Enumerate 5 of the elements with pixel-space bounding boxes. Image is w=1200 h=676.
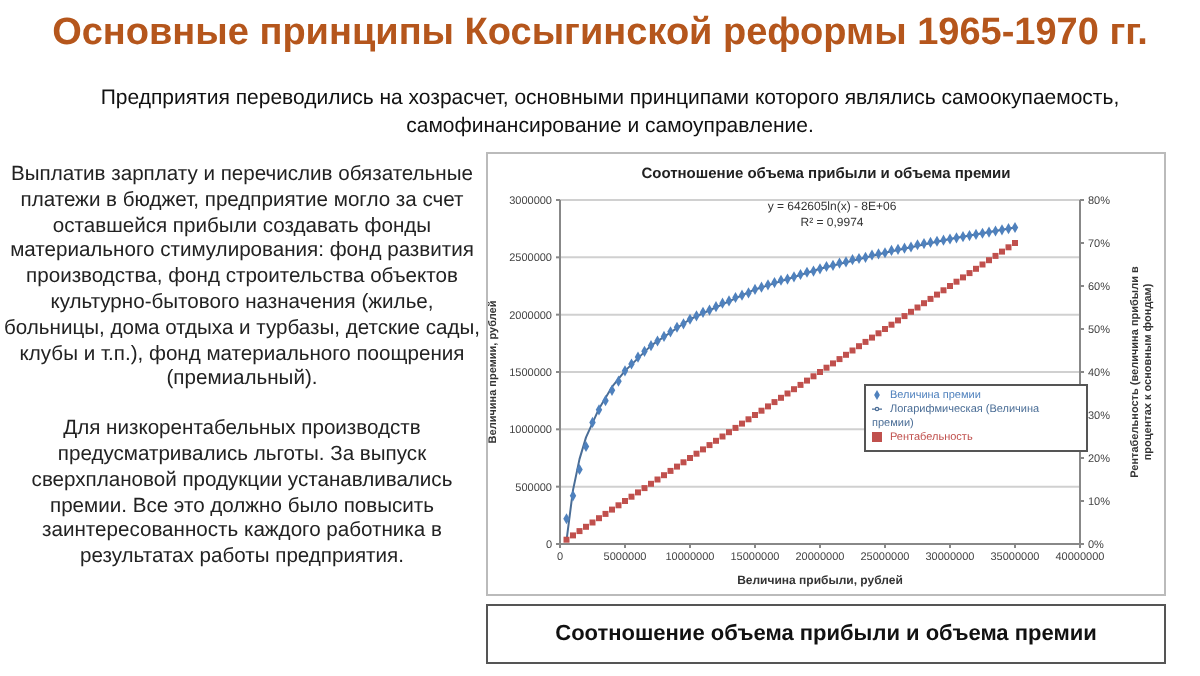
chart-title: Основные принципы Косыгинской реформы 1965-1970 гг. xyxy=(50,12,1150,56)
text: Выплатив зарплату и перечислив обязательные платежи в бюджет, предприятие могло за счет оставшейся прибыли создавать фонды материального стимулирования: фонд развития производства, фонд строительства объектов культурно-бытового назначения (жилье, больницы, дома отдыха и турбазы, детские сады, клубы и т.п.), фонд материального поощрения (премиальный). xyxy=(4,164,480,391)
chart-subtitle: Предприятия переводились на хозрасчет, основными принципами которого являлись самоокупаемость, самофинансирование и самоуправление. xyxy=(98,84,1122,140)
text: Для низкорентабельных производств предусматривались льготы. За выпуск сверхплановой продукции устанавливались премии. Все это должно было повысить заинтересованность каждого работника в результатах работы предприятия. xyxy=(29,418,455,572)
text: Соотношение объема прибыли и объема премии xyxy=(486,604,1166,664)
